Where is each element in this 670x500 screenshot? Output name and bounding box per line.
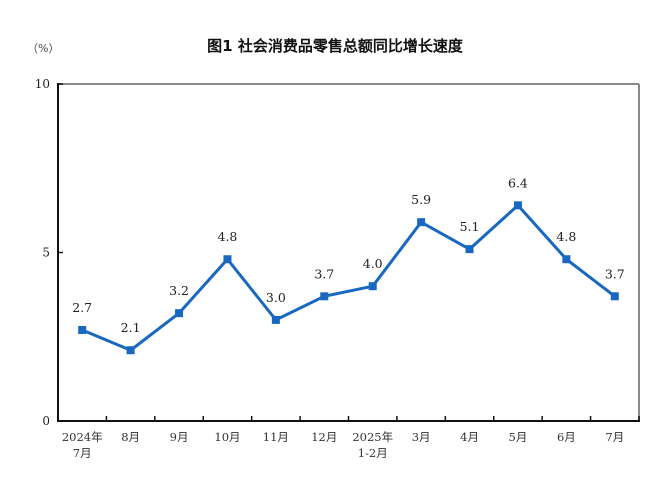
chart-title: 图1 社会消费品零售总额同比增长速度 xyxy=(207,37,463,55)
x-tick-label: 12月 xyxy=(311,430,337,444)
y-tick-label: 0 xyxy=(42,414,50,428)
y-tick-label: 5 xyxy=(42,246,50,260)
data-label: 5.1 xyxy=(460,219,480,234)
data-line xyxy=(81,203,616,352)
x-tick-label: 3月 xyxy=(412,430,431,444)
data-point-marker xyxy=(78,326,87,335)
data-point-marker xyxy=(465,245,474,254)
y-axis-unit-label: （%） xyxy=(27,42,60,55)
x-tick-label: 2024年 xyxy=(62,430,103,444)
data-label: 4.8 xyxy=(556,229,576,244)
x-tick-label: 7月 xyxy=(73,446,92,460)
data-point-marker xyxy=(368,282,377,291)
data-label: 4.8 xyxy=(218,229,238,244)
data-label: 5.9 xyxy=(411,192,431,207)
data-label: 2.7 xyxy=(72,300,92,315)
x-tick-label: 2025年 xyxy=(352,430,393,444)
data-point-marker xyxy=(417,218,426,227)
x-tick-label: 11月 xyxy=(263,430,289,444)
data-point-marker xyxy=(126,346,135,355)
data-label: 3.0 xyxy=(266,290,286,305)
data-point-marker xyxy=(610,292,619,301)
data-point-marker xyxy=(562,255,571,264)
data-point-marker xyxy=(223,255,232,264)
data-point-marker xyxy=(320,292,329,301)
data-label: 3.7 xyxy=(605,266,625,281)
x-tick-label: 7月 xyxy=(605,430,624,444)
data-point-marker xyxy=(175,309,184,318)
data-label: 4.0 xyxy=(363,256,383,271)
x-tick-label: 10月 xyxy=(214,430,240,444)
data-label: 6.4 xyxy=(508,175,528,190)
data-label: 2.1 xyxy=(121,320,141,335)
data-label: 3.2 xyxy=(169,283,189,298)
x-tick-label: 4月 xyxy=(460,430,479,444)
data-label: 3.7 xyxy=(314,266,334,281)
x-tick-label: 9月 xyxy=(170,430,189,444)
data-point-marker xyxy=(513,201,522,210)
y-tick-label: 10 xyxy=(35,77,50,91)
x-tick-label: 8月 xyxy=(121,430,140,444)
x-tick-label: 6月 xyxy=(557,430,576,444)
x-tick-label: 1-2月 xyxy=(358,446,388,460)
x-tick-label: 5月 xyxy=(509,430,528,444)
data-point-marker xyxy=(271,315,280,324)
